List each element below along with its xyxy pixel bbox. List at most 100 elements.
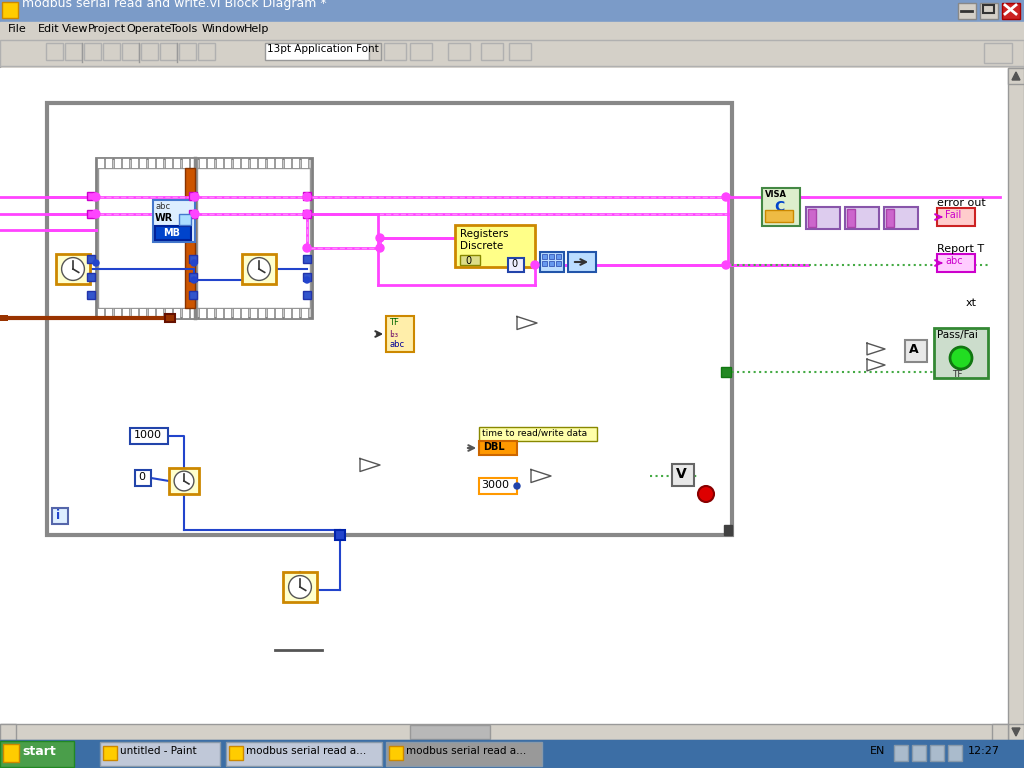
Bar — [303, 192, 311, 200]
Bar — [724, 525, 732, 535]
Text: C: C — [774, 200, 784, 214]
Bar — [189, 255, 197, 263]
Circle shape — [191, 277, 197, 283]
Bar — [189, 210, 197, 218]
Bar — [98, 168, 194, 308]
Bar — [258, 158, 265, 168]
Bar — [806, 207, 840, 229]
Text: Pass/Fai: Pass/Fai — [937, 330, 978, 340]
Bar — [265, 43, 369, 60]
Bar — [0, 740, 1024, 768]
Text: 0: 0 — [138, 472, 145, 482]
Bar — [56, 254, 90, 284]
Bar — [87, 273, 95, 281]
Bar — [156, 158, 163, 168]
Bar — [139, 158, 146, 168]
Text: Project: Project — [88, 24, 126, 34]
Bar — [410, 43, 432, 60]
Text: DBL: DBL — [483, 442, 505, 452]
Bar — [266, 308, 273, 318]
Bar — [284, 158, 291, 168]
Circle shape — [191, 260, 197, 266]
Bar — [0, 68, 1008, 738]
Bar — [266, 158, 273, 168]
Bar — [122, 158, 129, 168]
Circle shape — [376, 234, 384, 242]
Bar — [207, 158, 214, 168]
Text: Report T: Report T — [937, 244, 984, 254]
Polygon shape — [531, 469, 551, 482]
Bar — [1002, 3, 1020, 19]
Text: View: View — [62, 24, 88, 34]
Bar — [984, 43, 1012, 63]
Bar — [386, 316, 414, 352]
Text: modbus serial read a...: modbus serial read a... — [246, 746, 367, 756]
Text: Registers: Registers — [460, 229, 509, 239]
Text: VISA: VISA — [765, 190, 787, 199]
Circle shape — [303, 244, 311, 252]
Bar — [549, 261, 554, 266]
Bar — [0, 315, 8, 321]
Bar — [103, 43, 120, 60]
Bar — [199, 158, 206, 168]
Bar — [232, 158, 240, 168]
Text: 0: 0 — [511, 259, 517, 269]
Bar — [549, 254, 554, 259]
Bar — [808, 209, 816, 227]
Text: Operate: Operate — [126, 24, 171, 34]
Text: modbus serial read a...: modbus serial read a... — [406, 746, 526, 756]
Bar — [135, 470, 151, 486]
Bar — [241, 158, 248, 168]
Bar — [207, 308, 214, 318]
Bar — [96, 158, 103, 168]
Bar — [762, 188, 800, 226]
Text: I₂₃: I₂₃ — [389, 330, 398, 339]
Bar — [46, 43, 63, 60]
Circle shape — [174, 471, 194, 491]
Circle shape — [304, 277, 310, 283]
Bar — [52, 508, 68, 524]
Bar — [479, 478, 517, 494]
Bar — [122, 308, 129, 318]
Bar — [292, 308, 299, 318]
Bar — [721, 367, 731, 377]
Circle shape — [514, 483, 520, 489]
Bar — [384, 43, 406, 60]
Bar — [181, 308, 188, 318]
Text: 13pt Application Font: 13pt Application Font — [267, 44, 379, 54]
Bar — [197, 168, 310, 308]
Text: abc: abc — [945, 256, 963, 266]
Bar — [930, 745, 944, 761]
Bar — [983, 5, 994, 13]
Text: Edit: Edit — [38, 24, 59, 34]
Bar — [165, 314, 175, 322]
Bar — [153, 200, 195, 242]
Circle shape — [191, 210, 199, 218]
Bar — [369, 43, 381, 60]
Bar — [185, 168, 195, 308]
Bar — [190, 308, 197, 318]
Bar — [215, 158, 222, 168]
Circle shape — [950, 347, 972, 369]
Text: untitled - Paint: untitled - Paint — [120, 746, 197, 756]
Bar — [122, 43, 139, 60]
Text: abc: abc — [389, 340, 404, 349]
Bar — [103, 746, 117, 760]
Bar — [937, 254, 975, 272]
Circle shape — [92, 210, 100, 218]
Bar — [886, 209, 894, 227]
Text: A: A — [909, 343, 919, 356]
Bar — [224, 158, 231, 168]
Bar — [556, 254, 561, 259]
Text: Help: Help — [244, 24, 269, 34]
Text: File: File — [8, 24, 27, 34]
Circle shape — [92, 193, 100, 201]
Bar — [0, 22, 1024, 40]
Bar — [250, 308, 256, 318]
Text: 3000: 3000 — [481, 480, 509, 490]
Polygon shape — [1012, 728, 1020, 736]
Bar — [130, 308, 137, 318]
Bar — [114, 158, 121, 168]
Bar — [0, 741, 74, 767]
Text: TF: TF — [389, 318, 399, 327]
